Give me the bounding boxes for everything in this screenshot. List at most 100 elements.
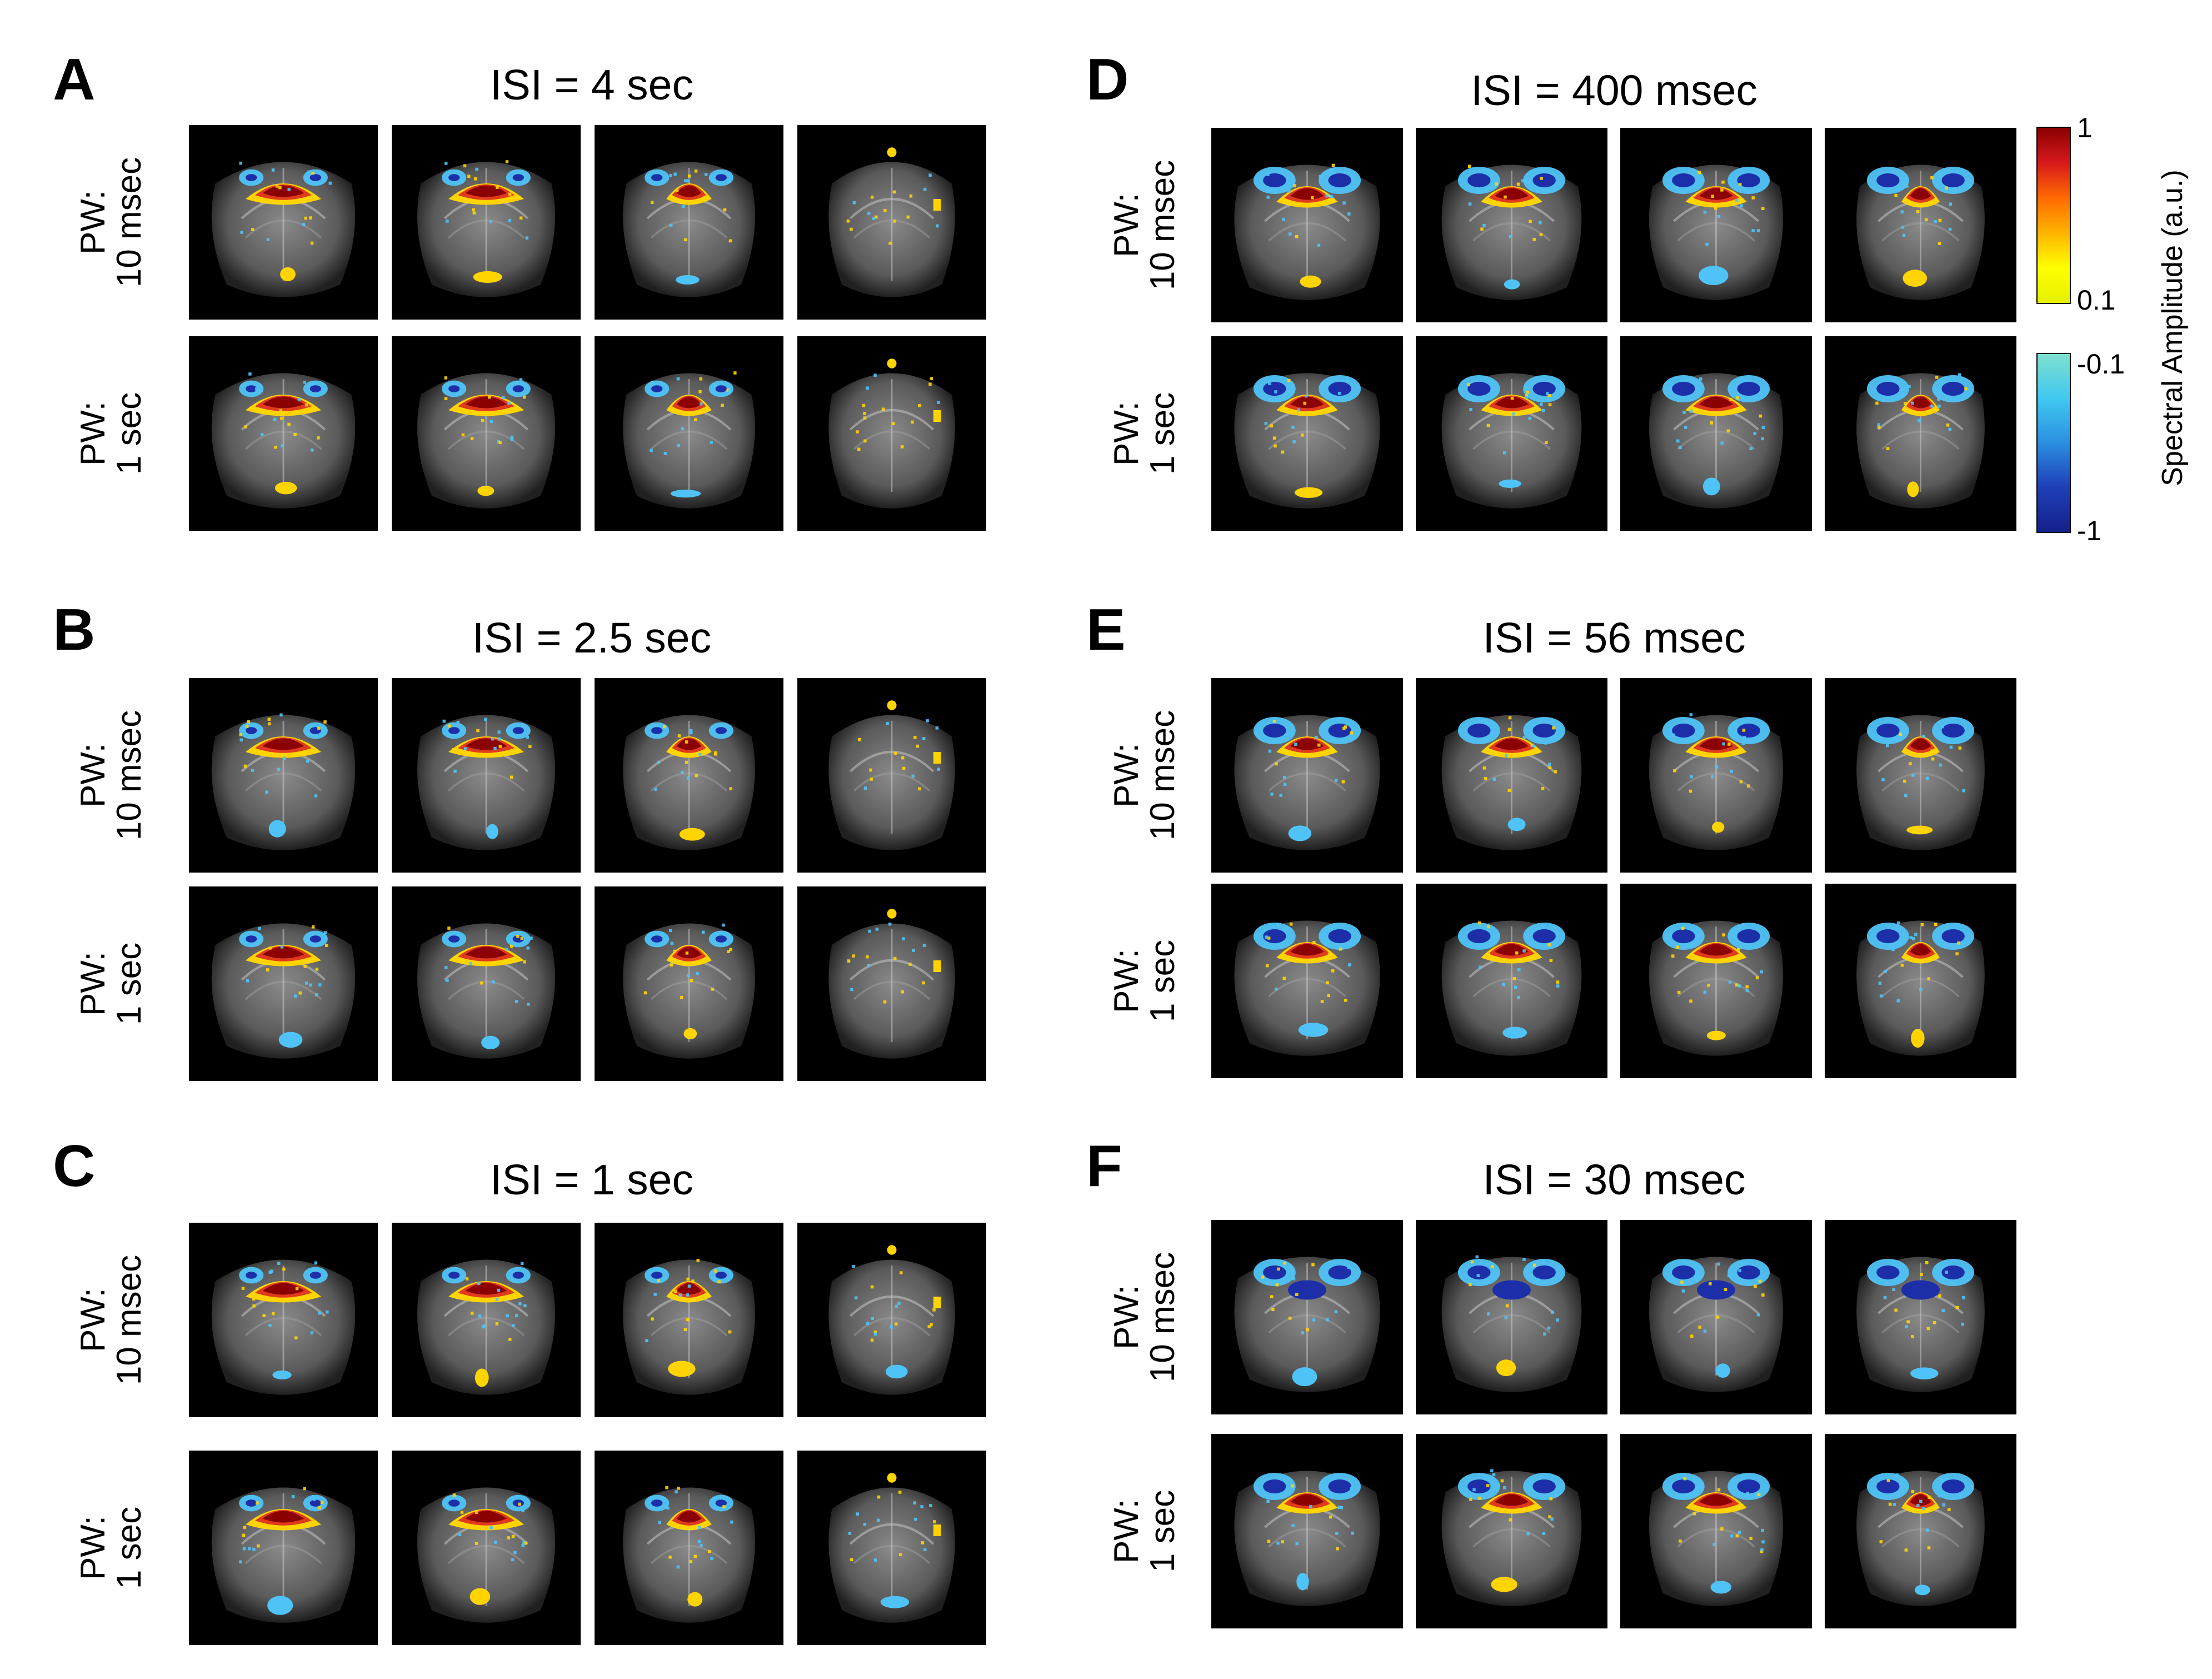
positive-activation [933, 410, 941, 422]
brain-slice-image [797, 1223, 986, 1417]
negative-activation [1672, 1479, 1695, 1494]
positive-activation [887, 1245, 897, 1255]
brain-slice-image [797, 336, 986, 531]
brain-slice-image [1416, 678, 1607, 873]
brain-slice-image [392, 1223, 581, 1417]
negative-activation [1941, 381, 1965, 396]
positive-activation [1290, 944, 1324, 956]
brain-slice-image [189, 1451, 378, 1645]
negative-activation [512, 727, 524, 734]
negative-activation [1328, 1479, 1351, 1494]
row-label-prefix: PW: [73, 401, 112, 466]
positive-activation [1495, 396, 1529, 408]
lower-activation [1712, 821, 1725, 833]
negative-activation [1941, 1265, 1965, 1280]
lower-activation [473, 271, 502, 283]
brain-slice-image [1211, 336, 1403, 531]
brain-slice-image [595, 1223, 783, 1417]
row-label-prefix: PW: [1107, 949, 1146, 1013]
brain-slice-image [189, 336, 378, 531]
row-label-prefix: PW: [73, 743, 112, 808]
negative-activation [651, 1272, 663, 1279]
brain-slice-image [1211, 1220, 1403, 1414]
negative-activation [1876, 1265, 1900, 1280]
row-label-prefix: PW: [1107, 1499, 1146, 1563]
negative-activation [309, 385, 321, 392]
positive-activation [262, 396, 304, 408]
panel-letter: C [53, 1133, 96, 1199]
brain-slice-image [797, 886, 986, 1081]
row-label-text: PW: 10 msec [1107, 160, 1182, 291]
lower-activation [280, 267, 296, 282]
row-label-value: 10 msec [1144, 160, 1182, 291]
lower-activation [477, 485, 495, 496]
positive-activation [676, 185, 702, 197]
negative-activation [448, 1499, 460, 1507]
negative-activation [1672, 929, 1695, 944]
row-label-value: 1 sec [1144, 1489, 1182, 1573]
colorbar-tick: -0.1 [2077, 348, 2125, 380]
positive-activation [676, 738, 702, 750]
positive-activation [676, 1283, 702, 1295]
negative-activation [715, 1499, 727, 1507]
panel-letter: E [1086, 597, 1126, 662]
brain-slice-image [1620, 128, 1812, 322]
lower-activation [1702, 477, 1720, 496]
brain-slice-image [1211, 1434, 1403, 1628]
brain-slice-image [1825, 678, 2016, 873]
negative-activation [1263, 929, 1286, 944]
positive-activation [1699, 1494, 1733, 1506]
row-label-prefix: PW: [1107, 401, 1146, 466]
lower-activation [1706, 1030, 1726, 1040]
panel-title: ISI = 4 sec [490, 61, 693, 109]
negative-activation [1697, 1280, 1735, 1300]
lower-activation [687, 1592, 703, 1607]
negative-activation [1876, 173, 1900, 188]
brain-slice-image [595, 678, 783, 873]
negative-activation [1941, 173, 1965, 188]
lower-activation [486, 824, 498, 839]
row-label-text: PW: 1 sec [74, 1507, 148, 1589]
panel-title: ISI = 30 msec [1482, 1156, 1746, 1204]
negative-activation [715, 1272, 727, 1279]
brain-slice-image [1825, 1220, 2016, 1414]
panel-title: ISI = 2.5 sec [472, 614, 712, 662]
negative-activation [1328, 929, 1351, 944]
negative-activation [448, 385, 460, 392]
colorbar-tick: 1 [2077, 112, 2093, 143]
negative-activation [1467, 723, 1491, 738]
row-label-prefix: PW: [73, 190, 112, 255]
negative-activation [1876, 723, 1900, 738]
lower-activation [272, 1370, 292, 1379]
brain-slice-image [1416, 1220, 1607, 1414]
negative-activation [1672, 173, 1695, 188]
row-label-value: 10 msec [110, 710, 148, 841]
brain-slice-image [392, 125, 581, 320]
negative-activation [512, 1272, 524, 1279]
lower-activation [885, 1364, 908, 1379]
brain-slice-image [1620, 678, 1812, 873]
negative-activation [1328, 723, 1351, 738]
brain-slice-image [1825, 1434, 2016, 1628]
lower-activation [1903, 270, 1928, 287]
negative-activation [448, 1272, 460, 1279]
negative-activation [715, 385, 727, 392]
negative-activation [448, 174, 460, 181]
positive-activation [1699, 944, 1733, 956]
lower-activation [1507, 818, 1526, 831]
brain-slice-image [392, 886, 581, 1081]
positive-activation [1290, 188, 1324, 200]
row-label-text: PW: 10 msec [73, 157, 148, 287]
negative-activation [1532, 381, 1556, 396]
positive-activation [465, 1283, 507, 1295]
row-label-text: PW: 1 sec [73, 392, 148, 475]
negative-activation [651, 174, 663, 181]
lower-activation [683, 1028, 697, 1039]
negative-activation [715, 174, 727, 181]
brain-slice-image [1620, 1434, 1812, 1628]
brain-slice-image [1416, 336, 1607, 531]
positive-activation [1495, 188, 1529, 200]
negative-activation [1672, 381, 1695, 396]
negative-activation [1737, 1479, 1760, 1494]
negative-activation [1532, 929, 1556, 944]
